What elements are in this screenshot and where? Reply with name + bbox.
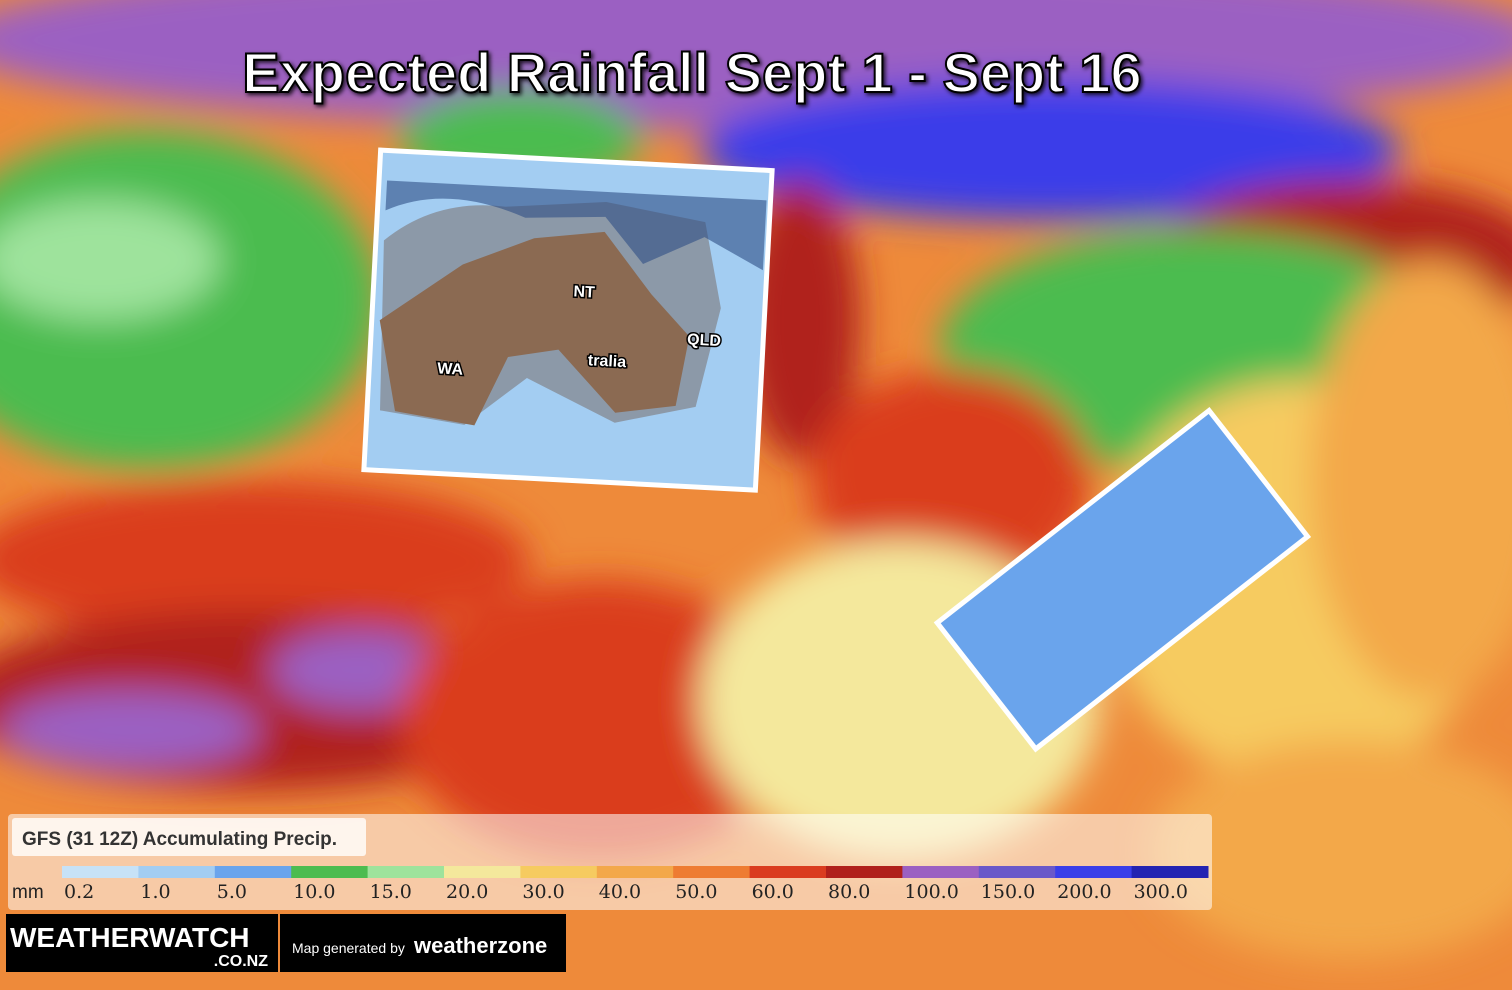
legend-title: GFS (31 12Z) Accumulating Precip.	[22, 829, 337, 850]
legend-label: 20.0	[446, 881, 488, 903]
legend-label: 50.0	[675, 881, 717, 903]
legend-swatch	[596, 866, 674, 878]
legend-label: 150.0	[981, 881, 1035, 903]
map-label: NT	[573, 283, 595, 301]
legend-swatch	[62, 866, 139, 878]
legend-swatch	[214, 866, 292, 878]
legend-swatch	[902, 866, 980, 878]
legend-label: 0.2	[64, 881, 94, 903]
legend-label: 15.0	[370, 881, 412, 903]
map-label: WA	[437, 360, 464, 378]
legend-label: 10.0	[293, 881, 335, 903]
nz-highlight	[933, 406, 1312, 753]
legend-label: 40.0	[599, 881, 641, 903]
map-title: Expected Rainfall Sept 1 - Sept 16	[242, 41, 1141, 104]
legend-label: 80.0	[828, 881, 870, 903]
generated-by: Map generated by	[292, 940, 405, 956]
map-label: QLD	[687, 331, 722, 350]
legend-label: 30.0	[522, 881, 564, 903]
legend-label: 300.0	[1134, 881, 1188, 903]
legend-swatch	[673, 866, 751, 878]
legend: GFS (31 12Z) Accumulating Precip. mm 0.2…	[8, 814, 1212, 910]
legend-swatch	[826, 866, 903, 878]
legend-swatch	[978, 866, 1056, 878]
branding: WEATHERWATCH .CO.NZ Map generated by wea…	[6, 914, 566, 972]
legend-swatch	[291, 866, 369, 878]
legend-swatch	[749, 866, 827, 878]
legend-swatch	[520, 866, 598, 878]
legend-label: 60.0	[752, 881, 794, 903]
map-label: tralia	[587, 352, 626, 371]
legend-swatch	[1131, 866, 1209, 878]
brand-domain: .CO.NZ	[214, 953, 268, 970]
legend-swatch	[1055, 866, 1133, 878]
legend-swatch	[444, 866, 521, 878]
legend-label: 1.0	[140, 881, 170, 903]
legend-label: 100.0	[904, 881, 958, 903]
legend-label: 5.0	[217, 881, 247, 903]
australia-inset: NT QLD WA tralia	[361, 147, 775, 493]
legend-swatch	[367, 866, 445, 878]
legend-label: 200.0	[1057, 881, 1111, 903]
legend-unit: mm	[12, 882, 44, 903]
weatherzone-logo: weatherzone	[413, 933, 547, 958]
legend-swatch	[138, 866, 216, 878]
brand-name: WEATHERWATCH	[10, 922, 250, 953]
